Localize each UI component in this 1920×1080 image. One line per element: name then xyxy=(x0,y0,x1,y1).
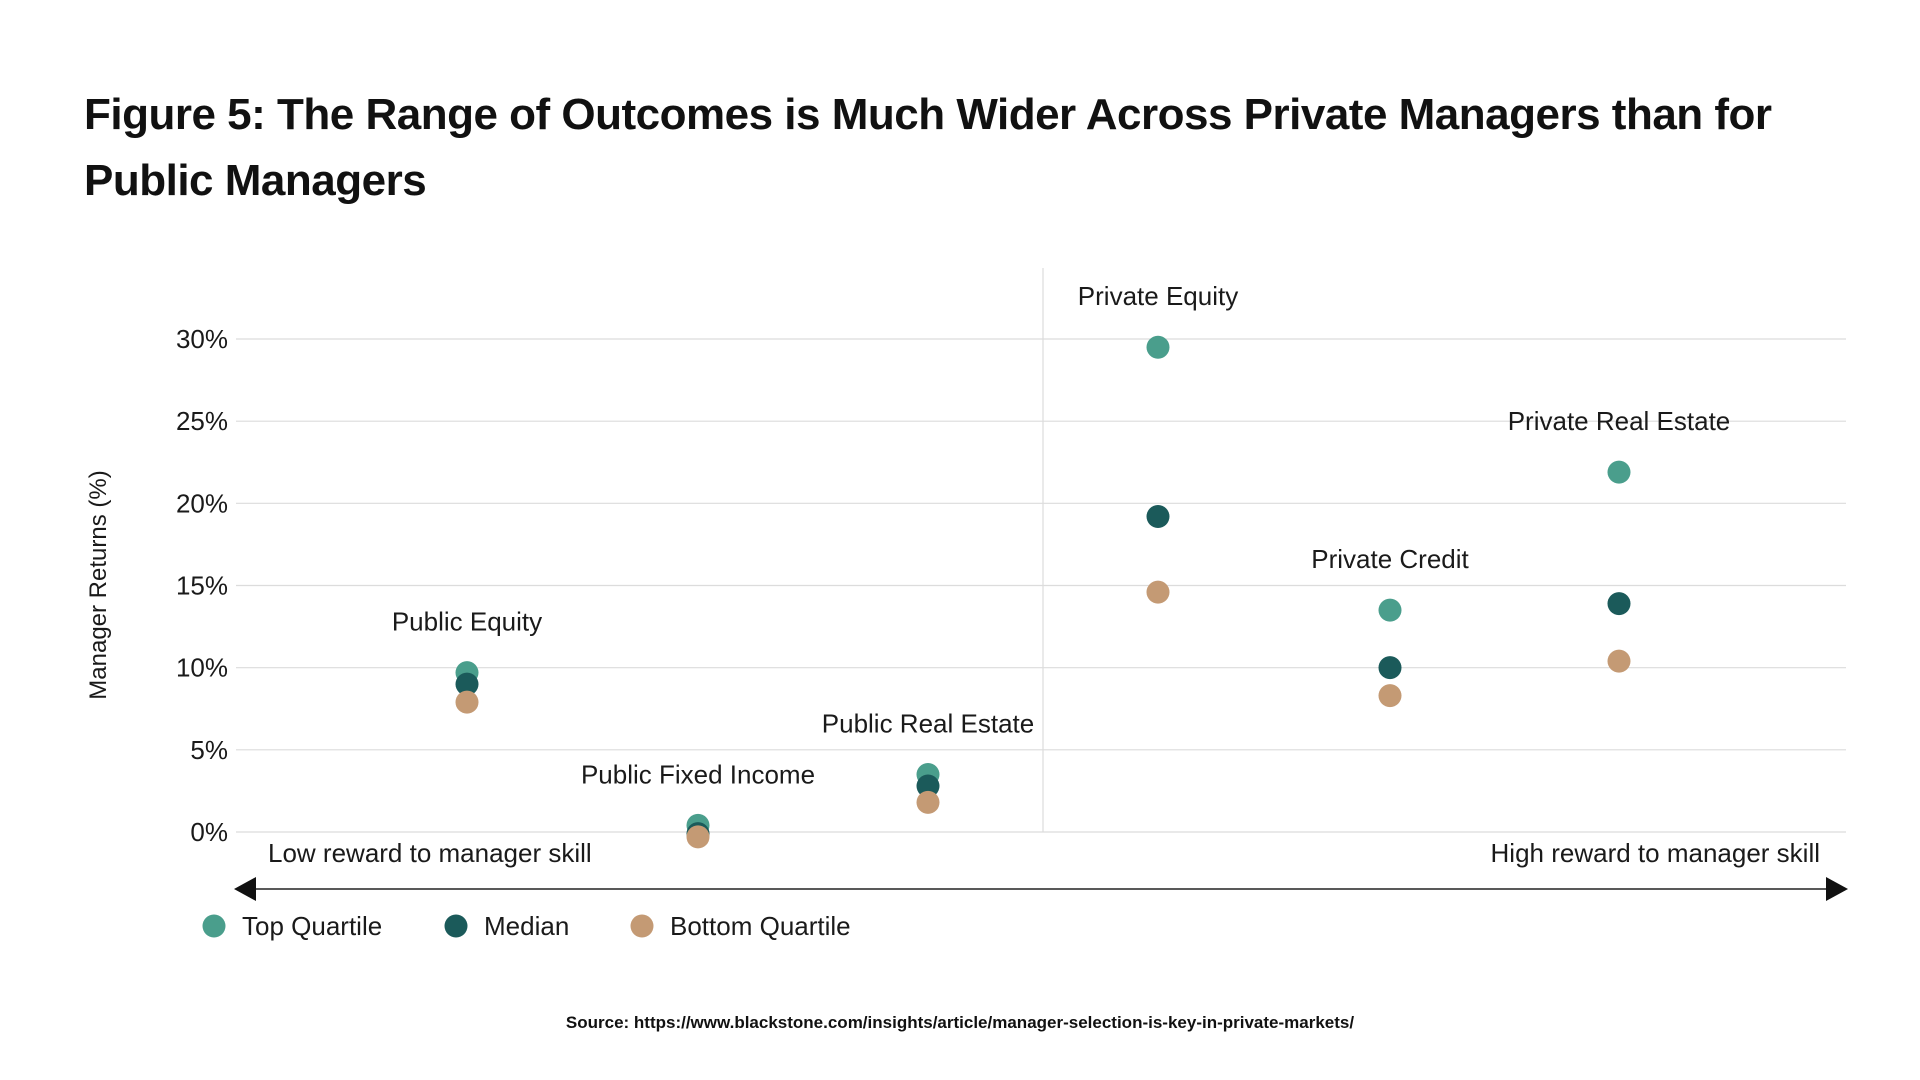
legend-label: Top Quartile xyxy=(242,911,382,941)
x-axis-arrow: Low reward to manager skill High reward t… xyxy=(234,838,1848,901)
y-tick-label: 15% xyxy=(176,571,228,601)
category-label: Public Fixed Income xyxy=(581,759,815,789)
point-bottom-quartile-5 xyxy=(1607,649,1631,673)
data-points xyxy=(455,335,1631,849)
point-top-quartile-5 xyxy=(1607,460,1631,484)
category-label: Private Credit xyxy=(1311,544,1469,574)
legend-swatch-median xyxy=(444,914,468,938)
legend-swatch-bottom-quartile xyxy=(630,914,654,938)
point-median-2 xyxy=(916,774,940,798)
point-bottom-quartile-3 xyxy=(1146,580,1170,604)
chart-title: Figure 5: The Range of Outcomes is Much … xyxy=(84,90,1772,205)
point-bottom-quartile-0 xyxy=(455,690,479,714)
legend: Top Quartile Median Bottom Quartile xyxy=(202,911,851,941)
category-label: Public Real Estate xyxy=(822,708,1034,738)
category-label: Private Real Estate xyxy=(1508,406,1731,436)
point-median-4 xyxy=(1378,656,1402,680)
legend-label: Median xyxy=(484,911,569,941)
arrow-left-head xyxy=(234,877,256,901)
y-axis-title: Manager Returns (%) xyxy=(85,470,112,699)
point-median-3 xyxy=(1146,504,1170,528)
legend-label: Bottom Quartile xyxy=(670,911,851,941)
point-median-5 xyxy=(1607,592,1631,616)
y-tick-label: 10% xyxy=(176,653,228,683)
x-axis-low-label: Low reward to manager skill xyxy=(268,838,592,868)
y-tick-label: 20% xyxy=(176,488,228,518)
point-top-quartile-4 xyxy=(1378,598,1402,622)
y-tick-label: 25% xyxy=(176,406,228,436)
category-label: Private Equity xyxy=(1078,281,1238,311)
y-tick-label: 0% xyxy=(190,817,228,847)
arrow-right-head xyxy=(1826,877,1848,901)
legend-swatch-top-quartile xyxy=(202,914,226,938)
point-top-quartile-3 xyxy=(1146,335,1170,359)
source-note: Source: https://www.blackstone.com/insig… xyxy=(565,1013,1355,1032)
point-bottom-quartile-4 xyxy=(1378,684,1402,708)
y-tick-label: 30% xyxy=(176,324,228,354)
y-tick-label: 5% xyxy=(190,735,228,765)
y-axis: 0% 5% 10% 15% 20% 25% 30% Manager Returns (%) xyxy=(85,324,228,847)
point-bottom-quartile-2 xyxy=(916,790,940,814)
category-label: Public Equity xyxy=(392,607,542,637)
x-axis-high-label: High reward to manager skill xyxy=(1491,838,1820,868)
point-median-0 xyxy=(455,672,479,696)
point-bottom-quartile-1 xyxy=(686,825,710,849)
gridlines xyxy=(236,268,1846,833)
